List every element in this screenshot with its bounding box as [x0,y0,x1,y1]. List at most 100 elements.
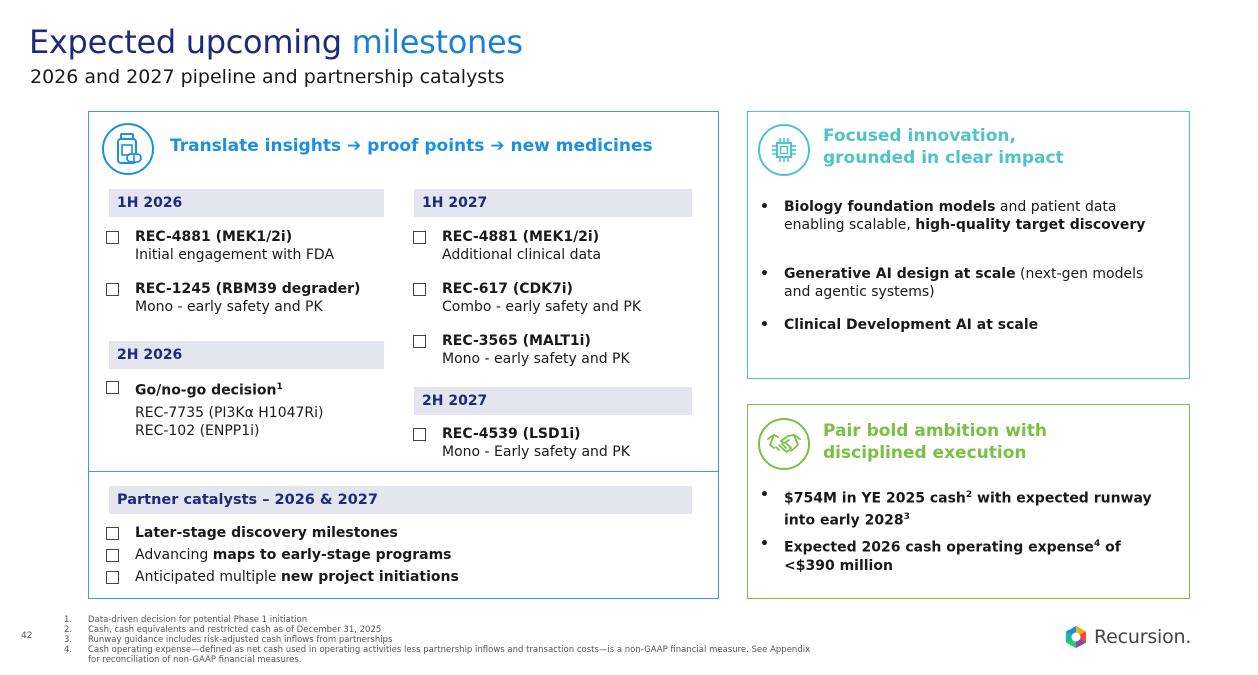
milestone-desc: Mono - early safety and PK [442,351,630,367]
milestone-name: REC-617 (CDK7i) [442,281,573,297]
partner-item-text: Later-stage discovery milestones [135,525,398,541]
partner-item-text: Advancing maps to early-stage programs [135,546,452,564]
bullet-bold: Generative AI design at scale [784,266,1016,282]
footnote-number: 3. [64,635,73,645]
heading-line: disciplined execution [823,443,1027,463]
milestone-name: REC-3565 (MALT1i) [442,333,591,349]
footnote-number: 1. [64,615,73,625]
period-label: 2H 2027 [414,387,692,415]
heading-line: Pair bold ambition with [823,421,1047,441]
bullet-text: $754M in YE 2025 cash2 with expected run… [760,486,1160,529]
bullet-bold: Expected 2026 cash operating expense [784,539,1094,556]
milestone-name: REC-4881 (MEK1/2i) [442,229,600,245]
panel-divider [89,471,718,472]
bullet-item: • Expected 2026 cash operating expense4 … [760,535,1160,575]
execution-heading: Pair bold ambition with disciplined exec… [823,420,1047,464]
execution-panel: Pair bold ambition with disciplined exec… [747,404,1190,599]
bullet-text: Biology foundation models and patient da… [760,198,1160,234]
heading-line: grounded in clear impact [823,148,1064,168]
footnote-number: 4. [64,645,73,655]
partner-text-bold: new project initiations [280,569,459,585]
period-label: 1H 2027 [414,189,692,217]
bullet-bold: of <$390 million [784,539,1121,574]
bullet-item: • Generative AI design at scale (next-ge… [760,265,1160,301]
footnote-number: 2. [64,625,73,635]
milestone-desc: REC-102 (ENPP1i) [135,423,260,439]
page-title: Expected upcoming milestones [29,22,523,62]
footnote-text: Cash, cash equivalents and restricted ca… [88,625,382,635]
bullet-bold: Clinical Development AI at scale [784,317,1039,333]
footnote-text: Cash operating expense—defined as net ca… [88,645,811,655]
bullet-bold: with expected runway into early 2028 [784,490,1152,529]
footnote-text: Runway guidance includes risk-adjusted c… [88,635,393,645]
heading-line: Focused innovation, [823,126,1016,146]
period-label: 1H 2026 [109,189,384,217]
pill-bottle-icon [102,123,154,175]
footnotes: 1. Data-driven decision for potential Pha… [64,615,810,665]
handshake-icon [758,418,810,470]
bullet-item: • Clinical Development AI at scale [760,316,1160,334]
footnote: 1. Data-driven decision for potential Pha… [64,615,810,625]
bullet-text: Clinical Development AI at scale [760,316,1160,334]
bullet-dot: • [760,199,769,215]
page-title-part1: Expected upcoming [29,23,342,61]
checkbox [106,571,119,584]
milestone-desc: REC-7735 (PI3Kα H1047Ri) [135,405,324,421]
bullet-bold: high-quality target discovery [915,217,1146,233]
left-panel-heading: Translate insights ➔ proof points ➔ new … [170,136,653,156]
checkbox [413,335,426,348]
bullet-text: Generative AI design at scale (next-gen … [760,265,1160,301]
partner-text-bold: maps to early-stage programs [212,547,452,563]
page-subtitle: 2026 and 2027 pipeline and partnership c… [30,66,505,88]
bullet-text: Expected 2026 cash operating expense4 of… [760,535,1160,575]
footnote: 3. Runway guidance includes risk-adjusted… [64,635,810,645]
checkbox [106,527,119,540]
checkbox [106,549,119,562]
checkbox [106,231,119,244]
milestone-name: REC-4881 (MEK1/2i) [135,229,293,245]
page-title-part2: milestones [351,23,523,61]
bullet-bold: $754M in YE 2025 cash [784,490,966,507]
checkbox [106,283,119,296]
bullet-dot: • [760,536,769,552]
milestone-desc: Combo - early safety and PK [442,299,642,315]
bullet-item: • Biology foundation models and patient … [760,198,1160,234]
milestone-desc: Mono - Early safety and PK [442,444,630,460]
partner-item-text: Anticipated multiple new project initiat… [135,568,459,586]
partner-heading: Partner catalysts – 2026 & 2027 [109,486,692,514]
partner-text-normal: Anticipated multiple [135,569,281,585]
bullet-normal: (next-gen models and agentic systems) [784,266,1144,300]
footnote-ref: 4 [1093,539,1101,549]
bullet-dot: • [760,266,769,282]
partner-text-normal: Advancing [135,547,213,563]
checkbox [413,283,426,296]
innovation-heading: Focused innovation, grounded in clear im… [823,125,1064,169]
footnote-ref: 1 [276,382,283,392]
bullet-bold: Biology foundation models [784,199,996,215]
period-label: 2H 2026 [109,341,384,369]
logo-mark-icon [1066,626,1086,648]
footnote-text: for reconciliation of non-GAAP financial… [88,655,302,665]
footnote: 2. Cash, cash equivalents and restricted … [64,625,810,635]
bullet-dot: • [760,487,769,503]
footnote: for reconciliation of non-GAAP financial… [64,655,810,665]
chip-icon [758,124,810,176]
innovation-panel: Focused innovation, grounded in clear im… [747,111,1190,379]
logo-wordmark: Recursion. [1094,626,1192,648]
milestone-desc: Mono - early safety and PK [135,299,323,315]
recursion-logo: Recursion. [1064,624,1191,650]
bullet-normal: and patient data enabling scalable, [784,199,1117,233]
milestone-name-text: Go/no-go decision [135,382,277,399]
footnote-text: Data-driven decision for potential Phase… [88,615,308,625]
checkbox [413,231,426,244]
checkbox [106,381,119,394]
page-number: 42 [21,631,33,641]
footnote-ref: 2 [965,490,973,500]
milestone-desc: Initial engagement with FDA [135,247,335,263]
bullet-dot: • [760,317,769,333]
milestone-name: REC-4539 (LSD1i) [442,426,581,442]
milestone-desc: Additional clinical data [442,247,602,263]
milestone-name: Go/no-go decision1 [135,378,283,400]
bullet-item: • $754M in YE 2025 cash2 with expected r… [760,486,1160,529]
checkbox [413,428,426,441]
